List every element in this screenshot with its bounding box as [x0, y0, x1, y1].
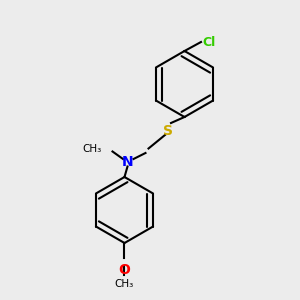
- Text: CH₃: CH₃: [83, 143, 102, 154]
- Text: CH₃: CH₃: [115, 279, 134, 289]
- Text: S: S: [163, 124, 173, 137]
- Text: Cl: Cl: [202, 35, 216, 49]
- Text: O: O: [118, 262, 130, 277]
- Text: N: N: [122, 155, 133, 169]
